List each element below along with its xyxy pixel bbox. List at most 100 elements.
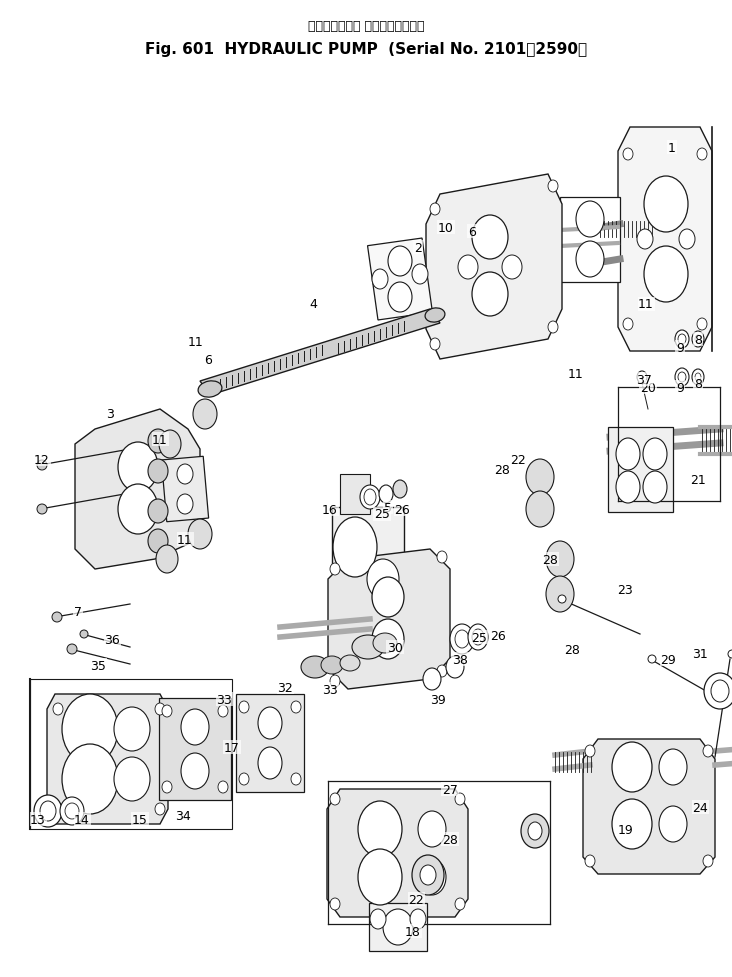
Ellipse shape [695, 373, 701, 382]
Ellipse shape [393, 481, 407, 498]
Ellipse shape [558, 595, 566, 604]
Ellipse shape [367, 560, 399, 599]
Text: 28: 28 [564, 643, 580, 656]
Ellipse shape [526, 491, 554, 528]
Text: 35: 35 [90, 658, 106, 672]
Ellipse shape [548, 321, 558, 334]
Ellipse shape [388, 247, 412, 276]
Ellipse shape [333, 518, 377, 577]
Bar [236, 695, 304, 792]
Text: 18: 18 [405, 924, 421, 938]
Ellipse shape [188, 520, 212, 549]
Bar [367, 238, 433, 320]
Polygon shape [328, 549, 450, 690]
Text: 8: 8 [694, 333, 702, 346]
Text: 39: 39 [430, 693, 446, 705]
Ellipse shape [239, 701, 249, 713]
Text: 11: 11 [188, 335, 204, 348]
Ellipse shape [162, 705, 172, 717]
Text: 11: 11 [152, 433, 168, 446]
Ellipse shape [379, 486, 393, 503]
Ellipse shape [53, 803, 63, 815]
Ellipse shape [648, 656, 656, 663]
Ellipse shape [637, 371, 647, 384]
Ellipse shape [704, 673, 732, 709]
Ellipse shape [728, 651, 732, 658]
Ellipse shape [177, 494, 193, 515]
Text: 5: 5 [384, 501, 392, 514]
Ellipse shape [330, 675, 340, 687]
Ellipse shape [330, 793, 340, 805]
Text: 20: 20 [640, 381, 656, 394]
Text: 37: 37 [636, 373, 652, 386]
Bar [340, 475, 370, 515]
Bar [560, 197, 620, 282]
Text: 23: 23 [617, 583, 633, 596]
Ellipse shape [181, 753, 209, 789]
Text: 12: 12 [34, 453, 50, 466]
Ellipse shape [372, 619, 404, 659]
Ellipse shape [548, 181, 558, 192]
Ellipse shape [193, 400, 217, 430]
Ellipse shape [585, 855, 595, 868]
Text: 13: 13 [30, 813, 46, 826]
Ellipse shape [410, 909, 426, 929]
Text: 32: 32 [277, 681, 293, 694]
Ellipse shape [388, 282, 412, 313]
Text: 25: 25 [471, 631, 487, 644]
Text: 11: 11 [177, 533, 193, 546]
Ellipse shape [546, 576, 574, 613]
Text: 1: 1 [668, 142, 676, 154]
Ellipse shape [52, 613, 62, 622]
Text: 25: 25 [374, 508, 390, 521]
Text: 29: 29 [660, 653, 676, 665]
Ellipse shape [62, 695, 118, 764]
Ellipse shape [711, 680, 729, 702]
Ellipse shape [528, 823, 542, 840]
Text: 11: 11 [638, 298, 654, 312]
Text: 16: 16 [322, 503, 338, 516]
Ellipse shape [156, 545, 178, 573]
Text: 36: 36 [104, 633, 120, 646]
Ellipse shape [659, 806, 687, 842]
Text: Fig. 601  HYDRAULIC PUMP  (Serial No. 2101～2590）: Fig. 601 HYDRAULIC PUMP (Serial No. 2101… [145, 42, 587, 57]
Ellipse shape [616, 472, 640, 503]
Text: 26: 26 [490, 629, 506, 642]
Polygon shape [75, 409, 200, 570]
Text: 4: 4 [309, 298, 317, 312]
Text: 11: 11 [568, 368, 584, 381]
Text: 28: 28 [542, 553, 558, 566]
Ellipse shape [198, 381, 222, 398]
Ellipse shape [148, 499, 168, 524]
Ellipse shape [644, 247, 688, 303]
Ellipse shape [437, 551, 447, 564]
Ellipse shape [458, 256, 478, 279]
Ellipse shape [412, 265, 428, 284]
Bar [161, 457, 209, 522]
Ellipse shape [162, 782, 172, 793]
Bar [332, 507, 404, 608]
Ellipse shape [472, 273, 508, 317]
Ellipse shape [697, 149, 707, 161]
Ellipse shape [612, 743, 652, 792]
Ellipse shape [576, 241, 604, 277]
Ellipse shape [644, 177, 688, 233]
Ellipse shape [455, 630, 469, 649]
Ellipse shape [446, 657, 464, 678]
Ellipse shape [372, 577, 404, 617]
Ellipse shape [623, 319, 633, 330]
Ellipse shape [53, 703, 63, 715]
Ellipse shape [155, 803, 165, 815]
Ellipse shape [148, 530, 168, 553]
Text: 28: 28 [494, 463, 510, 476]
Polygon shape [47, 695, 168, 825]
Ellipse shape [383, 909, 413, 945]
Text: 27: 27 [442, 783, 458, 795]
Ellipse shape [692, 331, 704, 348]
Ellipse shape [118, 485, 158, 534]
Ellipse shape [418, 859, 446, 895]
Ellipse shape [114, 707, 150, 751]
Bar [159, 699, 231, 800]
Ellipse shape [148, 430, 168, 453]
Ellipse shape [612, 799, 652, 849]
